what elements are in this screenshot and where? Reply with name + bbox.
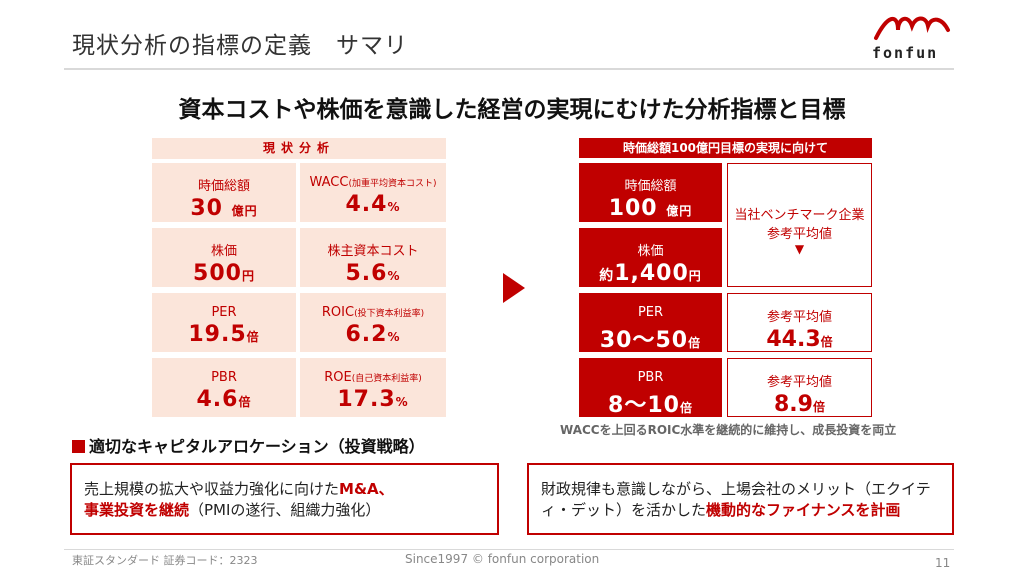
wacc-note: WACCを上回るROIC水準を継続的に維持し、成長投資を両立	[560, 423, 897, 437]
target-prefix: 約	[599, 268, 615, 284]
metric-unit: %	[395, 395, 409, 409]
metric-value: 4.4	[345, 192, 388, 217]
metric-value: 30	[190, 196, 223, 221]
box1-text1: 売上規模の拡大や収益力強化に向けた	[84, 480, 340, 498]
metric-label: WACC	[309, 175, 349, 190]
target-value: 8～10	[608, 393, 680, 418]
headline: 資本コストや株価を意識した経営の実現にむけた分析指標と目標	[178, 97, 846, 123]
title-divider	[64, 68, 954, 70]
metric-unit: %	[387, 200, 401, 214]
target-label: 株価	[637, 244, 664, 259]
box2-text1: 財政規律も意識しながら、上場会社のメリット（エクイティ・デット）を活かした	[541, 480, 931, 519]
right-arrow-icon	[503, 273, 525, 303]
metric-value: 500	[193, 261, 242, 286]
footer-copyright: Since1997 © fonfun corporation	[405, 552, 600, 566]
ref-value: 8.9	[774, 392, 813, 417]
metric-value: 5.6	[345, 261, 388, 286]
metric-value: 6.2	[345, 322, 388, 347]
target-cell-market-cap: 時価総額 100 億円	[579, 163, 722, 222]
metric-label-note: (加重平均資本コスト)	[348, 179, 437, 189]
page-number: 11	[935, 556, 951, 570]
target-unit: 倍	[688, 336, 702, 350]
target-value: 30～50	[599, 328, 689, 353]
target-label: PER	[637, 305, 664, 320]
target-value: 1,400	[614, 261, 689, 286]
metric-label: PER	[211, 305, 237, 320]
metric-label: PBR	[211, 370, 237, 385]
box1-text2: （PMIの遂行、組織力強化）	[189, 501, 381, 519]
target-unit: 円	[688, 269, 702, 283]
metric-unit: %	[387, 269, 401, 283]
benchmark-label-1: 当社ベンチマーク企業	[734, 208, 865, 223]
benchmark-per: 参考平均値 44.3倍	[727, 293, 872, 352]
ref-label: 参考平均値	[766, 310, 832, 325]
metric-cell-cost-of-equity: 株主資本コスト 5.6%	[300, 228, 446, 287]
target-label: 時価総額	[624, 179, 677, 194]
metric-cell-market-cap: 時価総額 30 億円	[152, 163, 296, 222]
metric-unit: 倍	[246, 330, 260, 344]
footer-divider	[64, 549, 954, 550]
metric-unit: %	[387, 330, 401, 344]
current-analysis-header: 現状分析	[152, 138, 446, 159]
ref-label: 参考平均値	[766, 375, 832, 390]
footer-ticker: 東証スタンダード 証券コード：2323	[72, 554, 258, 567]
metric-cell-stock-price: 株価 500円	[152, 228, 296, 287]
benchmark-pbr: 参考平均値 8.9倍	[727, 358, 872, 417]
metric-value: 17.3	[337, 387, 396, 412]
benchmark-box: 当社ベンチマーク企業 参考平均値 ▼	[727, 163, 872, 287]
metric-label: ROIC	[321, 305, 355, 320]
metric-unit: 億円	[231, 204, 258, 218]
down-arrow-icon: ▼	[794, 242, 805, 256]
benchmark-label-2: 参考平均値	[766, 227, 832, 242]
target-header: 時価総額100億円目標の実現に向けて	[579, 138, 872, 158]
metric-cell-roe: ROE(自己資本利益率) 17.3%	[300, 358, 446, 417]
metric-label: 株価	[210, 244, 237, 259]
metric-label: 時価総額	[197, 179, 250, 194]
allocation-box-investment: 売上規模の拡大や収益力強化に向けたM&A、 事業投資を継続（PMIの遂行、組織力…	[70, 463, 499, 535]
metric-cell-roic: ROIC(投下資本利益率) 6.2%	[300, 293, 446, 352]
metric-value: 19.5	[188, 322, 247, 347]
metric-label: ROE	[324, 370, 352, 385]
metric-label: 株主資本コスト	[327, 244, 419, 259]
box1-red2: 事業投資を継続	[84, 501, 190, 519]
red-square-icon	[72, 440, 85, 453]
metric-unit: 倍	[238, 395, 252, 409]
ref-unit: 倍	[820, 335, 833, 349]
target-value: 100	[608, 196, 658, 221]
metric-unit: 円	[241, 269, 255, 283]
page-title: 現状分析の指標の定義 サマリ	[72, 33, 408, 59]
metric-label-note: (自己資本利益率)	[351, 374, 422, 384]
allocation-title: 適切なキャピタルアロケーション（投資戦略）	[72, 433, 425, 457]
target-cell-stock-price: 株価 約1,400円	[579, 228, 722, 287]
logo-text: fonfun	[872, 44, 939, 62]
target-cell-per: PER 30～50倍	[579, 293, 722, 353]
target-label: PBR	[637, 370, 664, 385]
metric-cell-pbr: PBR 4.6倍	[152, 358, 296, 417]
metric-label-note: (投下資本利益率)	[354, 309, 425, 319]
ref-value: 44.3	[766, 327, 821, 352]
metric-value: 4.6	[196, 387, 239, 412]
target-unit: 倍	[679, 401, 693, 415]
allocation-title-text: 適切なキャピタルアロケーション（投資戦略）	[89, 437, 425, 456]
metric-cell-per: PER 19.5倍	[152, 293, 296, 352]
box2-red1: 機動的なファイナンスを計画	[706, 501, 901, 519]
company-logo	[874, 16, 950, 40]
target-cell-pbr: PBR 8～10倍	[579, 358, 722, 418]
allocation-box-finance: 財政規律も意識しながら、上場会社のメリット（エクイティ・デット）を活かした機動的…	[527, 463, 954, 535]
metric-cell-wacc: WACC(加重平均資本コスト) 4.4%	[300, 163, 446, 222]
box1-red1: M&A、	[339, 480, 394, 498]
ref-unit: 倍	[812, 400, 825, 414]
target-unit: 億円	[666, 204, 693, 218]
